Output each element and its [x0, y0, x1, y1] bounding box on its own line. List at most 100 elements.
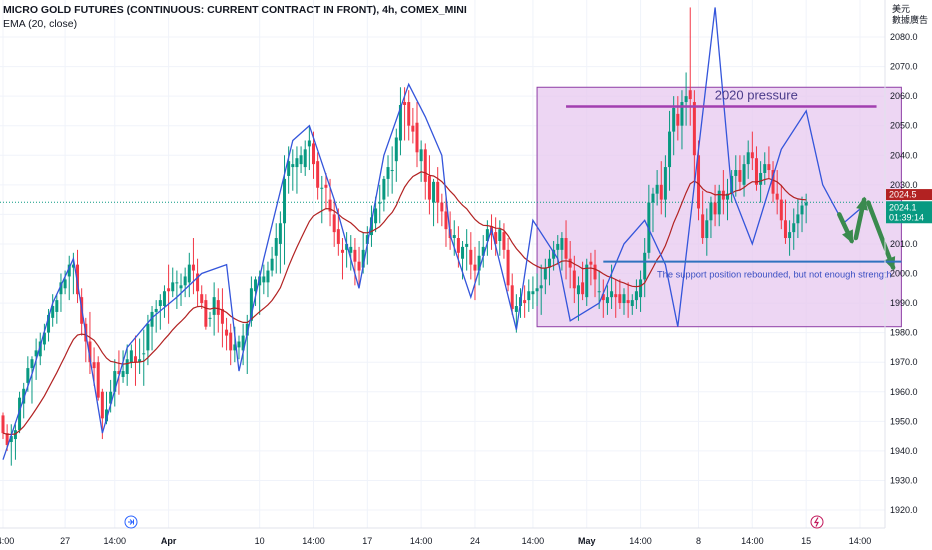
- x-tick-label: 14:00: [849, 536, 872, 546]
- candle-body: [328, 199, 332, 212]
- candle-body: [456, 238, 460, 253]
- candle-body: [531, 291, 535, 295]
- candle-body: [378, 202, 382, 204]
- candle-body: [423, 149, 427, 182]
- candle-body: [154, 308, 158, 312]
- candle-body: [312, 143, 315, 165]
- x-tick-label: 10: [255, 536, 265, 546]
- candle-body: [117, 371, 121, 375]
- candle-body: [585, 264, 589, 298]
- candle-body: [792, 223, 796, 233]
- candle-body: [258, 276, 262, 286]
- candle-body: [324, 184, 328, 188]
- candle-body: [47, 314, 51, 333]
- candle-body: [386, 167, 390, 179]
- x-tick-label: 8: [696, 536, 701, 546]
- projection-arrow-head: [856, 196, 868, 211]
- candle-body: [444, 211, 448, 230]
- x-tick-label: 17: [362, 536, 372, 546]
- candle-body: [179, 285, 183, 289]
- ema-line: [2, 171, 807, 436]
- x-tick-label: 14:00: [0, 536, 14, 546]
- candle-body: [626, 300, 630, 304]
- candle-body: [415, 122, 419, 153]
- candle-body: [498, 229, 502, 241]
- last-price-tag: [886, 201, 932, 224]
- candle-body: [427, 175, 431, 200]
- candle-body: [398, 104, 402, 141]
- candle-body: [241, 335, 245, 351]
- candle-body: [51, 306, 55, 318]
- data-ads-label: 數據廣告: [892, 15, 929, 25]
- candle-body: [63, 279, 67, 289]
- candle-body: [796, 214, 800, 224]
- y-tick-label: 2050.0: [890, 121, 918, 131]
- x-tick-label: 14:00: [302, 536, 325, 546]
- candle-body: [411, 125, 415, 132]
- candle-body: [589, 261, 593, 265]
- candle-body: [96, 362, 100, 398]
- price-labels: 2024.5 2024.101:39:14: [886, 189, 932, 224]
- candle-body: [705, 220, 709, 239]
- x-tick-label: 24: [470, 536, 480, 546]
- candle-body: [295, 158, 299, 168]
- candle-body: [142, 353, 146, 355]
- candle-body: [382, 178, 386, 200]
- currency-unit: 美元: [892, 4, 911, 14]
- candle-body: [38, 341, 42, 357]
- goto-icon[interactable]: [124, 515, 138, 529]
- candle-body: [67, 264, 71, 277]
- support-label: The support position rebounded, but not …: [657, 270, 892, 280]
- y-tick-label: 2060.0: [890, 91, 918, 101]
- candle-body: [514, 306, 518, 312]
- candle-body: [560, 238, 564, 250]
- y-tick-label: 1930.0: [890, 475, 918, 485]
- candle-body: [576, 285, 580, 295]
- candle-body: [419, 149, 423, 162]
- candle-body: [266, 270, 270, 283]
- candle-body: [307, 140, 311, 147]
- candle-body: [191, 264, 195, 271]
- indicator-legend: EMA (20, close): [3, 18, 78, 30]
- candle-body: [610, 291, 614, 298]
- candle-body: [274, 238, 278, 256]
- candle-body: [167, 288, 171, 292]
- candle-body: [494, 232, 498, 244]
- candle-body: [76, 264, 80, 295]
- candle-body: [539, 285, 543, 289]
- candle-body: [229, 332, 233, 351]
- candle-body: [55, 300, 59, 312]
- candle-body: [535, 288, 539, 292]
- candle-body: [105, 409, 108, 422]
- candle-body: [668, 131, 672, 168]
- candle-body: [556, 243, 560, 250]
- candle-body: [34, 350, 38, 357]
- candle-body: [349, 246, 353, 253]
- candle-body: [183, 276, 187, 286]
- candle-body: [697, 155, 701, 209]
- candle-body: [523, 300, 527, 304]
- candle-body: [196, 273, 200, 292]
- candle-body: [552, 249, 556, 259]
- flash-icon[interactable]: [810, 515, 824, 529]
- candle-body: [452, 235, 456, 239]
- candle-body: [742, 164, 746, 185]
- candle-body: [245, 323, 249, 336]
- candle-body: [9, 436, 13, 443]
- candle-body: [171, 282, 175, 292]
- candle-body: [200, 294, 204, 304]
- time-axis[interactable]: 14:00 27 14:00 Apr 10 14:00 17 14:00 24 14:00 May 1…: [0, 536, 871, 546]
- y-tick-label: 2040.0: [890, 150, 918, 160]
- y-tick-label: 1960.0: [890, 387, 918, 397]
- candle-body: [291, 164, 295, 168]
- candle-body: [220, 308, 224, 324]
- candle-body: [287, 161, 291, 176]
- candle-body: [680, 102, 684, 126]
- candle-body: [26, 368, 30, 383]
- candle-body: [779, 199, 783, 221]
- candle-body: [754, 158, 758, 185]
- y-tick-label: 2070.0: [890, 62, 918, 72]
- candle-body: [572, 270, 576, 289]
- candle-body: [630, 300, 634, 307]
